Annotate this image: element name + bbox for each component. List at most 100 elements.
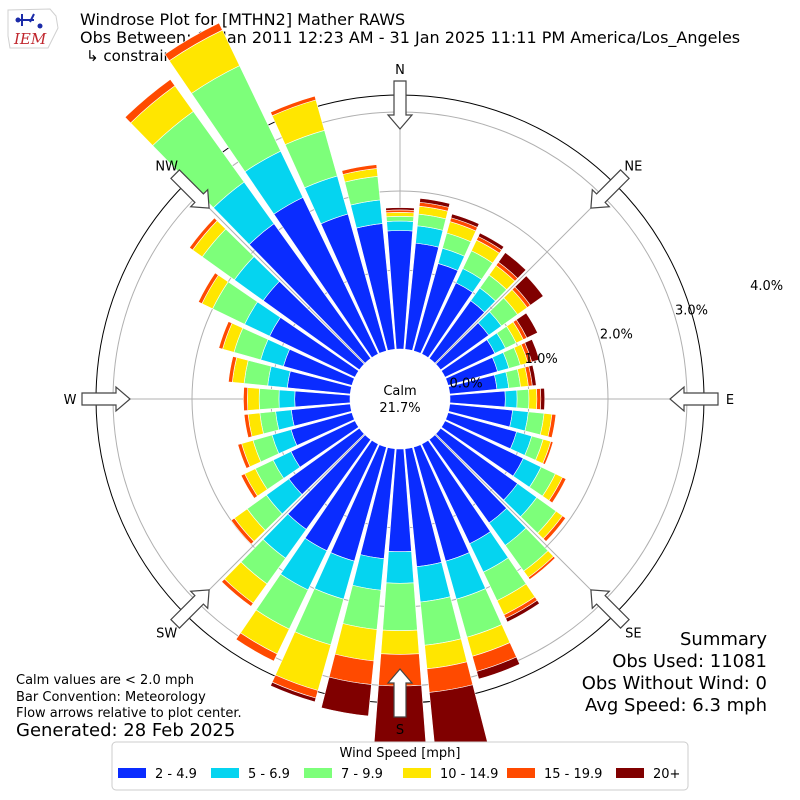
note-calm: Calm values are < 2.0 mph <box>16 673 194 688</box>
wind-bar-segment <box>524 339 540 363</box>
direction-arrow-ne <box>590 169 630 209</box>
wind-bar-segment <box>514 275 544 306</box>
legend-item-label: 20+ <box>653 767 680 782</box>
legend-item-label: 2 - 4.9 <box>155 767 197 782</box>
legend-swatch <box>118 768 146 778</box>
legend-swatch <box>304 768 332 778</box>
wind-bar-segment <box>278 389 296 409</box>
summary-avg-speed: Avg Speed: 6.3 mph <box>585 695 767 716</box>
direction-arrow-s <box>386 668 414 718</box>
wind-bar-segment <box>188 217 218 251</box>
wind-bar-segment <box>382 582 418 632</box>
calm-circle <box>351 350 449 448</box>
legend: Wind Speed [mph] 2 - 4.9 5 - 6.9 7 - 9.9 10… <box>111 741 689 791</box>
wind-bar-segment <box>536 388 542 410</box>
legend-item-label: 5 - 6.9 <box>248 767 290 782</box>
wind-bar-segment <box>228 356 238 383</box>
wind-bar-segment <box>221 578 254 607</box>
iem-logo: IEM <box>7 8 59 49</box>
summary-title: Summary <box>680 629 767 650</box>
direction-arrow-sw <box>170 589 210 629</box>
wind-bar-segment <box>247 387 260 411</box>
wind-bar-segment <box>385 207 415 211</box>
wind-bar-segment <box>527 555 556 580</box>
calm-label: Calm <box>383 384 416 399</box>
wind-bar-segment <box>450 213 480 228</box>
wind-bar-segment <box>419 197 451 208</box>
grid-spoke <box>435 434 616 615</box>
wind-bar-segment <box>197 272 219 305</box>
wind-bar-segment <box>548 476 567 504</box>
wind-bar-segment <box>547 413 557 439</box>
wind-bar-segment <box>235 632 278 662</box>
direction-arrow-nw <box>170 169 210 209</box>
grid-spoke <box>435 183 616 364</box>
wind-bar-segment <box>237 443 251 469</box>
note-flow: Flow arrows relative to plot center. <box>16 706 242 721</box>
wind-bar-segment <box>540 387 546 411</box>
wind-bar-segment <box>505 599 540 623</box>
ring-label: 4.0% <box>750 279 783 294</box>
wind-bar-segment <box>542 515 567 542</box>
legend-item-label: 10 - 14.9 <box>440 767 498 782</box>
wind-bar-segment <box>240 473 258 499</box>
wind-bar-segment <box>270 681 317 703</box>
calm-value: 21.7% <box>379 401 420 416</box>
wind-bar-segment <box>258 388 280 410</box>
wind-bar-segment <box>270 95 317 117</box>
wind-bar-segment <box>386 220 414 232</box>
wind-bar-segment <box>124 78 176 124</box>
wind-bar-segment <box>515 312 538 339</box>
direction-label-se: SE <box>625 626 641 641</box>
direction-label-n: N <box>395 63 405 78</box>
wind-bar-segment <box>230 517 255 545</box>
wind-bar-segment <box>341 164 378 175</box>
wind-bar-segment <box>164 22 223 62</box>
wind-bar-segment <box>497 252 527 279</box>
direction-arrow-n <box>386 80 414 130</box>
wind-bar-segment <box>385 215 415 222</box>
legend-title: Wind Speed [mph] <box>340 746 461 761</box>
legend-swatch <box>403 768 431 778</box>
ring-label: 0.0% <box>450 377 483 392</box>
ring-label: 3.0% <box>675 303 708 318</box>
wind-bar-segment <box>243 413 253 439</box>
direction-arrow-w <box>81 385 131 413</box>
wind-bar-segment <box>528 388 538 410</box>
wind-bar-segment <box>385 550 415 584</box>
chart-subtitle: Obs Between: 01 Jan 2011 12:23 AM - 31 J… <box>80 28 740 48</box>
wind-bar-segment <box>528 364 537 387</box>
direction-arrow-se <box>590 589 630 629</box>
legend-swatch <box>616 768 644 778</box>
legend-swatch <box>507 768 535 778</box>
note-convention: Bar Convention: Meteorology <box>16 690 206 705</box>
wind-bar-segment <box>516 389 530 409</box>
chart-title: Windrose Plot for [MTHN2] Mather RAWS <box>80 10 405 29</box>
legend-frame <box>111 741 689 791</box>
wind-bar-segment <box>476 656 521 680</box>
direction-label-w: W <box>64 393 77 408</box>
legend-item-label: 7 - 9.9 <box>341 767 383 782</box>
wind-bar-segment <box>218 321 233 350</box>
direction-arrow-e <box>669 385 719 413</box>
summary-obs-used: Obs Used: 11081 <box>612 651 767 672</box>
grid-spoke <box>184 434 365 615</box>
direction-label-s: S <box>396 723 404 738</box>
note-generated: Generated: 28 Feb 2025 <box>16 720 235 741</box>
legend-swatch <box>211 768 239 778</box>
wind-bar-segment <box>477 232 505 251</box>
legend-items: 2 - 4.9 5 - 6.9 7 - 9.9 10 - 14.9 15 - 19.9 2… <box>118 767 680 782</box>
direction-label-nw: NW <box>155 160 178 175</box>
wind-bar-segment <box>542 441 554 465</box>
direction-label-ne: NE <box>624 160 642 175</box>
logo-text: IEM <box>13 30 47 48</box>
wind-bar-segment <box>320 676 372 717</box>
summary-obs-without-wind: Obs Without Wind: 0 <box>582 673 767 694</box>
direction-label-sw: SW <box>156 626 177 641</box>
grid-spoke <box>184 183 365 364</box>
ring-label: 1.0% <box>525 352 558 367</box>
ring-label: 2.0% <box>600 328 633 343</box>
legend-item-label: 15 - 19.9 <box>544 767 602 782</box>
